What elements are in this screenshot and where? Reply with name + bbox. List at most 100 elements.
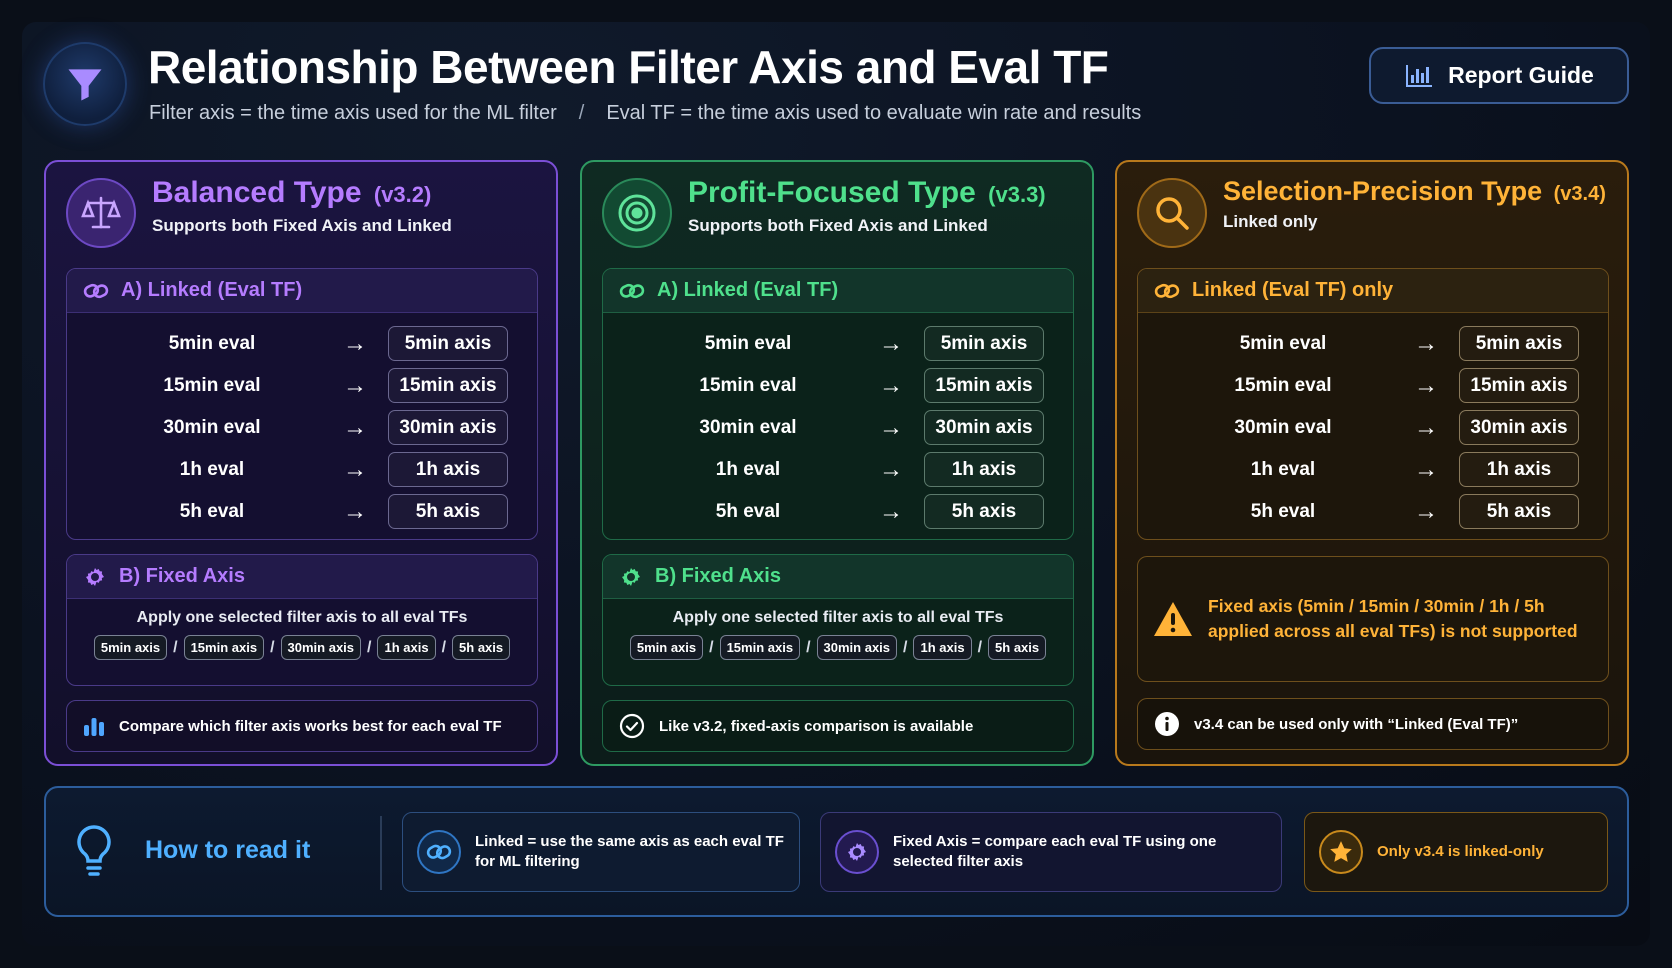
- check-circle-icon: [619, 713, 645, 739]
- mapping-row: 30min eval → 30min axis: [1138, 409, 1608, 451]
- axis-chip-list: 5min axis / 15min axis / 30min axis / 1h ax…: [603, 635, 1073, 660]
- link-icon: [619, 283, 645, 298]
- mapping-list: 5min eval → 5min axis 15min eval → 15min axi…: [67, 313, 537, 535]
- axis-chip: 1h axis: [924, 452, 1044, 487]
- linked-section: A) Linked (Eval TF) 5min eval → 5min axis …: [602, 268, 1074, 540]
- axis-chip: 5min axis: [1459, 326, 1579, 361]
- page-subtitle: Filter axis = the time axis used for the…: [149, 102, 1141, 125]
- axis-chip: 5h axis: [924, 494, 1044, 529]
- fixed-axis-header-label: B) Fixed Axis: [119, 565, 245, 587]
- axis-chip: 30min axis: [280, 635, 362, 660]
- card-footer: Compare which filter axis works best for…: [66, 700, 538, 752]
- chip-separator: /: [270, 638, 275, 656]
- card-footer-text: v3.4 can be used only with “Linked (Eval…: [1194, 715, 1519, 733]
- arrow-icon: →: [343, 498, 367, 525]
- how-to-read-title: How to read it: [145, 836, 311, 864]
- card-footer-text: Compare which filter axis works best for…: [119, 717, 502, 735]
- chip-separator: /: [441, 638, 447, 656]
- axis-chip: 15min axis: [388, 368, 508, 403]
- link-icon: [417, 830, 461, 874]
- eval-label: 5min eval: [168, 333, 256, 354]
- filter-icon: [43, 42, 127, 126]
- warning-icon: [1154, 602, 1192, 636]
- fixed-axis-description: Apply one selected filter axis to all ev…: [672, 609, 1004, 626]
- eval-label: 5min eval: [1239, 333, 1327, 354]
- target-icon: [602, 178, 672, 248]
- tip-text: Only v3.4 is linked-only: [1377, 843, 1544, 860]
- mapping-row: 5h eval → 5h axis: [67, 493, 537, 535]
- eval-label: 30min eval: [699, 417, 797, 438]
- linked-header-label: A) Linked (Eval TF): [121, 279, 303, 301]
- axis-chip: 5h axis: [388, 494, 508, 529]
- eval-label: 5h eval: [715, 501, 781, 522]
- fixed-axis-header: B) Fixed Axis: [67, 555, 537, 599]
- report-guide-button[interactable]: Report Guide: [1369, 47, 1629, 104]
- eval-label: 30min eval: [1234, 417, 1332, 438]
- linked-header-label: Linked (Eval TF) only: [1192, 279, 1394, 301]
- chip-separator: /: [806, 638, 811, 656]
- chip-separator: /: [709, 638, 714, 656]
- axis-chip: 30min axis: [388, 410, 508, 445]
- eval-label: 15min eval: [699, 375, 797, 396]
- eval-label: 1h eval: [179, 459, 245, 480]
- how-to-read-panel: How to read it Linked = use the same axi…: [44, 786, 1629, 917]
- card-selection-precision-type: Selection-Precision Type (v3.4) Linked o…: [1115, 160, 1629, 766]
- axis-chip: 30min axis: [1459, 410, 1579, 445]
- linked-header-label: A) Linked (Eval TF): [657, 279, 839, 301]
- arrow-icon: →: [343, 330, 367, 357]
- tip-text: Fixed Axis = compare each eval TF using …: [893, 833, 1217, 870]
- axis-chip: 5h axis: [452, 635, 511, 660]
- lightbulb-icon: [77, 825, 111, 876]
- scale-icon: [66, 178, 136, 248]
- tip-linked-only: Only v3.4 is linked-only: [1304, 812, 1608, 892]
- axis-chip: 5min axis: [629, 635, 704, 660]
- axis-chip: 30min axis: [816, 635, 898, 660]
- card-subtitle: Supports both Fixed Axis and Linked: [688, 216, 988, 235]
- bar-chart-icon: [84, 718, 104, 736]
- page-title: Relationship Between Filter Axis and Eva…: [148, 41, 1109, 93]
- tip-linked: Linked = use the same axis as each eval …: [402, 812, 800, 892]
- link-icon: [1154, 283, 1180, 298]
- eval-label: 5h eval: [179, 501, 245, 522]
- card-footer: v3.4 can be used only with “Linked (Eval…: [1137, 698, 1609, 750]
- card-footer-text: Like v3.2, fixed-axis comparison is avai…: [659, 717, 974, 735]
- mapping-row: 5min eval → 5min axis: [603, 325, 1073, 367]
- linked-header: A) Linked (Eval TF): [603, 269, 1073, 313]
- chip-separator: /: [903, 638, 908, 656]
- mapping-row: 30min eval → 30min axis: [603, 409, 1073, 451]
- link-icon: [83, 283, 109, 298]
- eval-label: 15min eval: [163, 375, 261, 396]
- mapping-list: 5min eval → 5min axis 15min eval → 15min axi…: [1138, 313, 1608, 535]
- arrow-icon: →: [879, 330, 903, 357]
- fixed-axis-section: B) Fixed Axis Apply one selected filter …: [602, 554, 1074, 686]
- fixed-axis-header: B) Fixed Axis: [603, 555, 1073, 599]
- chip-separator: /: [977, 638, 983, 656]
- eval-label: 5h eval: [1250, 501, 1316, 522]
- warning-line: Fixed axis (5min / 15min / 30min / 1h / …: [1208, 596, 1545, 616]
- mapping-list: 5min eval → 5min axis 15min eval → 15min axi…: [603, 313, 1073, 535]
- info-icon: [1155, 712, 1179, 736]
- eval-label: 1h eval: [715, 459, 781, 480]
- arrow-icon: →: [1414, 372, 1438, 399]
- axis-chip: 15min axis: [924, 368, 1044, 403]
- axis-chip: 5h axis: [988, 635, 1047, 660]
- eval-label: 15min eval: [1234, 375, 1332, 396]
- mapping-row: 1h eval → 1h axis: [1138, 451, 1608, 493]
- arrow-icon: →: [879, 456, 903, 483]
- card-title: Profit-Focused Type (v3.3): [688, 176, 1046, 209]
- mapping-row: 5h eval → 5h axis: [603, 493, 1073, 535]
- bar-chart-icon: [1406, 64, 1433, 87]
- axis-chip: 15min axis: [1459, 368, 1579, 403]
- axis-chip: 1h axis: [377, 635, 436, 660]
- mapping-row: 5min eval → 5min axis: [1138, 325, 1608, 367]
- warning-line: applied across all eval TFs) is not supp…: [1208, 621, 1578, 641]
- axis-chip: 5min axis: [388, 326, 508, 361]
- eval-label: 30min eval: [163, 417, 261, 438]
- card-subtitle: Supports both Fixed Axis and Linked: [152, 216, 452, 235]
- version-label: (v3.4): [1553, 183, 1606, 205]
- tip-fixed-axis: Fixed Axis = compare each eval TF using …: [820, 812, 1282, 892]
- fixed-axis-section: B) Fixed Axis Apply one selected filter …: [66, 554, 538, 686]
- card-footer: Like v3.2, fixed-axis comparison is avai…: [602, 700, 1074, 752]
- axis-chip: 1h axis: [913, 635, 972, 660]
- axis-chip: 30min axis: [924, 410, 1044, 445]
